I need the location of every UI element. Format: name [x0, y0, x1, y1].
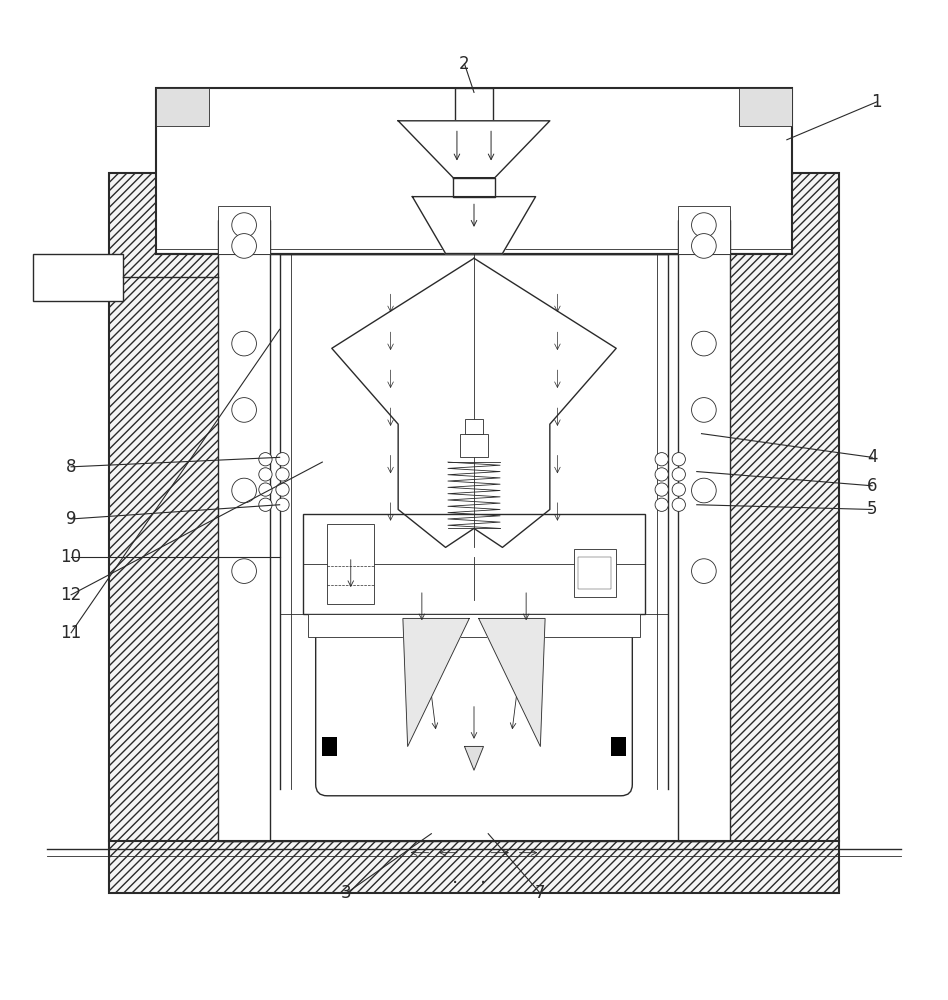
Polygon shape: [479, 618, 545, 746]
Circle shape: [691, 478, 716, 503]
FancyBboxPatch shape: [316, 602, 632, 796]
Text: 8: 8: [65, 458, 77, 476]
Polygon shape: [412, 197, 536, 254]
Bar: [678, 206, 730, 254]
Circle shape: [231, 213, 256, 237]
Circle shape: [231, 234, 256, 258]
Text: 6: 6: [866, 477, 878, 495]
Circle shape: [259, 483, 272, 496]
Circle shape: [259, 468, 272, 481]
Bar: [322, 737, 337, 756]
Circle shape: [276, 483, 289, 496]
Text: 12: 12: [61, 586, 82, 604]
Bar: [465, 419, 483, 434]
Bar: [218, 206, 270, 254]
Text: 2: 2: [459, 55, 470, 73]
Bar: [611, 737, 626, 756]
Circle shape: [691, 213, 716, 237]
Bar: [578, 557, 611, 589]
Text: 11: 11: [61, 624, 82, 642]
Polygon shape: [403, 618, 469, 746]
Text: 1: 1: [871, 93, 883, 111]
Circle shape: [259, 453, 272, 466]
Bar: [460, 434, 488, 457]
Bar: [223, 254, 725, 841]
Circle shape: [672, 483, 685, 496]
Circle shape: [691, 234, 716, 258]
Circle shape: [276, 498, 289, 511]
Bar: [327, 524, 374, 604]
Circle shape: [276, 453, 289, 466]
Text: 9: 9: [65, 510, 77, 528]
Circle shape: [691, 398, 716, 422]
Circle shape: [655, 498, 668, 511]
Circle shape: [672, 498, 685, 511]
Text: 4: 4: [866, 448, 878, 466]
Text: 10: 10: [61, 548, 82, 566]
Bar: [218, 220, 270, 841]
Circle shape: [231, 331, 256, 356]
Bar: [156, 88, 209, 126]
Circle shape: [259, 498, 272, 511]
Text: 5: 5: [866, 500, 878, 518]
Text: 3: 3: [340, 884, 352, 902]
Text: ·: ·: [481, 874, 486, 893]
Bar: [33, 254, 123, 301]
Polygon shape: [453, 178, 495, 197]
Circle shape: [691, 331, 716, 356]
Circle shape: [691, 559, 716, 583]
Circle shape: [276, 468, 289, 481]
Bar: [109, 173, 839, 893]
Text: ·: ·: [452, 874, 458, 893]
Bar: [678, 220, 730, 841]
Polygon shape: [465, 746, 483, 770]
Circle shape: [655, 483, 668, 496]
Circle shape: [672, 468, 685, 481]
Bar: [739, 88, 792, 126]
Circle shape: [231, 478, 256, 503]
Bar: [156, 88, 792, 254]
Bar: [303, 514, 645, 614]
Polygon shape: [398, 121, 550, 178]
Text: 7: 7: [535, 884, 546, 902]
Circle shape: [655, 468, 668, 481]
Bar: [308, 614, 640, 637]
Circle shape: [672, 453, 685, 466]
Bar: [455, 88, 493, 121]
Polygon shape: [332, 258, 616, 547]
Circle shape: [655, 453, 668, 466]
Circle shape: [231, 559, 256, 583]
Circle shape: [231, 398, 256, 422]
Bar: [574, 549, 616, 597]
